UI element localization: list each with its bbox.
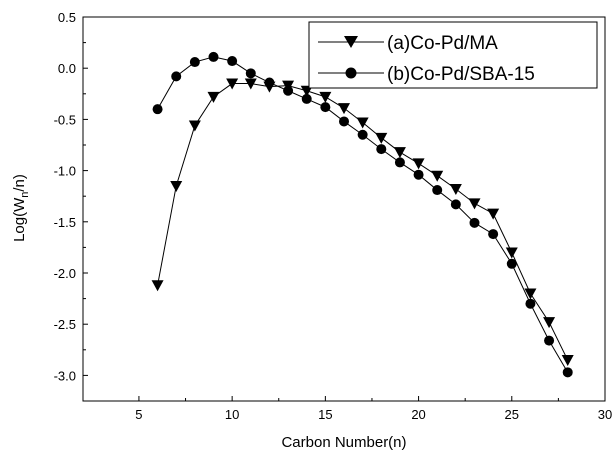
data-point-circle	[301, 93, 312, 104]
y-tick-label: -2.0	[54, 266, 76, 281]
data-point-triangle	[319, 91, 332, 103]
data-point-circle	[450, 199, 461, 210]
y-axis-title-prefix: Log(W	[11, 197, 28, 242]
data-point-triangle	[468, 198, 481, 210]
y-tick-label: 0.5	[58, 10, 76, 25]
legend-marker-series-b	[345, 67, 357, 79]
data-point-circle	[469, 217, 480, 228]
data-point-triangle	[170, 180, 183, 192]
plot-frame	[82, 16, 606, 402]
y-axis-title-subscript: n	[19, 192, 31, 198]
data-point-circle	[432, 185, 443, 196]
x-tick-label: 5	[135, 407, 142, 422]
y-tick-label: -0.5	[54, 112, 76, 127]
data-point-circle	[264, 77, 275, 88]
y-tick-label: -1.5	[54, 215, 76, 230]
data-point-circle	[357, 129, 368, 140]
y-tick-label: -1.0	[54, 164, 76, 179]
data-point-triangle	[393, 147, 406, 159]
data-point-triangle	[524, 288, 537, 300]
x-axis-title: Carbon Number(n)	[281, 434, 406, 451]
y-tick-label: -3.0	[54, 368, 76, 383]
data-point-triangle	[207, 91, 220, 103]
series-layer	[151, 51, 574, 378]
data-point-triangle	[151, 280, 164, 292]
data-point-triangle	[505, 247, 518, 259]
data-point-circle	[320, 102, 331, 113]
data-point-triangle	[561, 355, 574, 367]
data-point-triangle	[338, 103, 350, 115]
x-tick-label: 20	[411, 407, 425, 422]
data-point-circle	[245, 68, 256, 79]
legend-box	[308, 21, 598, 89]
series-line	[157, 56, 569, 373]
legend-label-series-b: (b)Co-Pd/SBA-15	[387, 64, 535, 85]
data-point-circle	[376, 144, 387, 155]
data-point-triangle	[543, 317, 556, 329]
y-axis-title-suffix: /n)	[11, 174, 28, 192]
data-point-triangle	[449, 184, 462, 196]
data-point-circle	[339, 116, 349, 127]
series-b	[152, 51, 573, 378]
data-point-circle	[283, 85, 294, 96]
x-tick-label: 25	[505, 407, 519, 422]
axis-ticks	[83, 16, 606, 401]
legend-marker-series-a	[344, 36, 358, 48]
x-tick-label: 30	[598, 407, 612, 422]
data-point-triangle	[244, 78, 257, 90]
data-point-circle	[506, 258, 517, 269]
data-point-triangle	[412, 158, 425, 170]
data-point-triangle	[188, 120, 201, 132]
data-point-circle	[152, 104, 163, 115]
data-point-circle	[562, 367, 573, 378]
axis-tick-labels: 5 10 15 20 25 30 0.5 0.0 -0.5 -1.0 -1.5 -2.0 -2.5 -3.…	[54, 10, 613, 422]
data-point-circle	[171, 71, 182, 82]
data-point-circle	[208, 51, 219, 62]
data-point-triangle	[375, 132, 388, 144]
data-point-triangle	[487, 208, 500, 220]
x-tick-label: 10	[225, 407, 239, 422]
y-tick-label: 0.0	[58, 61, 76, 76]
x-tick-label: 15	[318, 407, 332, 422]
y-tick-label: -2.5	[54, 317, 76, 332]
data-point-circle	[525, 298, 536, 309]
data-point-circle	[488, 229, 499, 240]
data-point-triangle	[226, 78, 239, 90]
data-point-circle	[189, 57, 200, 68]
data-point-circle	[544, 335, 555, 346]
series-a	[151, 78, 574, 367]
legend-label-series-a: (a)Co-Pd/MA	[387, 33, 498, 54]
y-axis-title: Log(Wn/n)	[11, 174, 31, 242]
data-point-circle	[227, 56, 238, 67]
data-point-triangle	[356, 117, 369, 129]
legend: (a)Co-Pd/MA (b)Co-Pd/SBA-15	[308, 21, 598, 89]
data-point-circle	[413, 169, 424, 180]
data-point-circle	[394, 157, 405, 168]
data-point-triangle	[431, 170, 444, 182]
